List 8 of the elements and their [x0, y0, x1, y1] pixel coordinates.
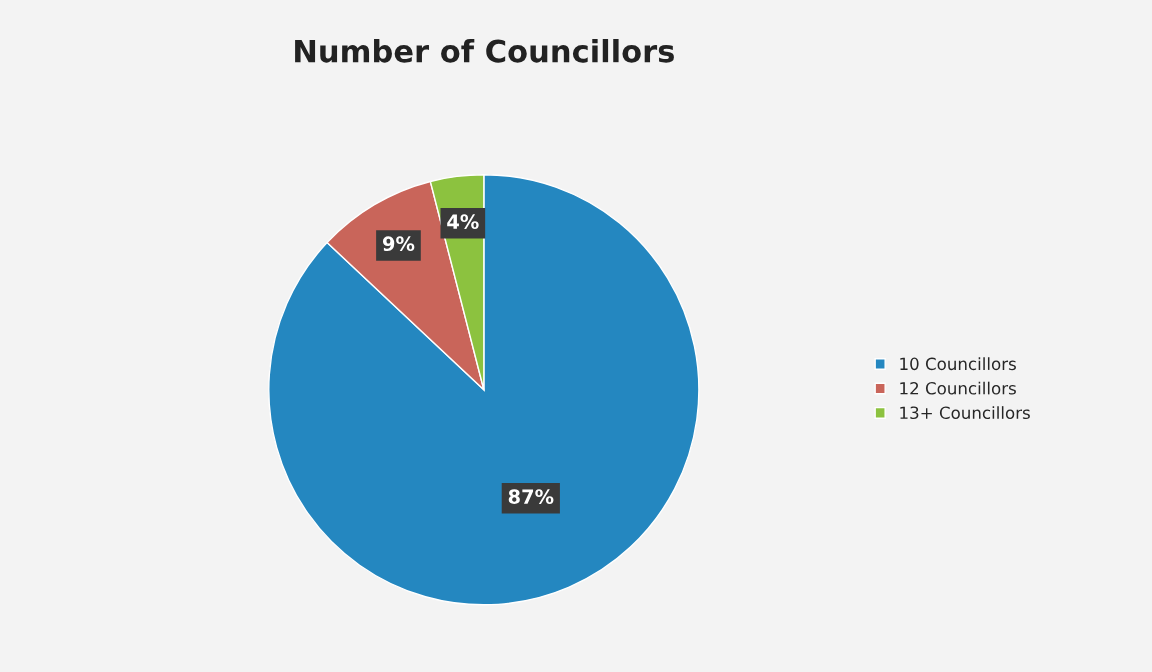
pie-slice	[268, 174, 700, 606]
legend-label: 12 Councillors	[900, 381, 1016, 395]
chart-title: Number of Councillors	[295, 38, 674, 63]
data-label: 4%	[447, 214, 479, 229]
legend-label: 10 Councillors	[900, 357, 1016, 371]
data-label: 87%	[508, 489, 554, 504]
data-label: 9%	[382, 236, 415, 252]
legend-label: 13+ Councillors	[900, 406, 1030, 420]
